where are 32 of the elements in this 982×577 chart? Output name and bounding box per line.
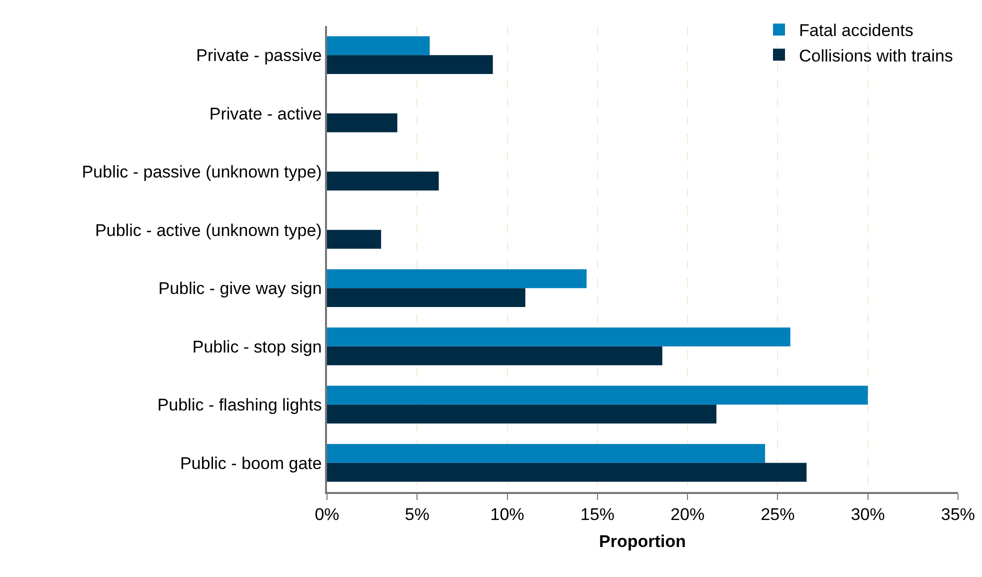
- bar: [327, 36, 430, 56]
- y-tick-label: Private - passive: [196, 46, 322, 66]
- y-tick-label: Public - give way sign: [158, 279, 322, 298]
- bar: [327, 113, 398, 132]
- legend-label: Fatal accidents: [799, 21, 914, 40]
- x-tick-label: 35%: [940, 505, 976, 524]
- bar: [327, 55, 493, 74]
- bar: [327, 462, 807, 482]
- bar: [327, 172, 439, 191]
- x-axis-title: Proportion: [599, 532, 686, 552]
- bar: [327, 230, 382, 249]
- legend-label: Collisions with trains: [799, 46, 953, 66]
- bar: [327, 346, 662, 366]
- x-tick-label: 15%: [580, 505, 614, 524]
- x-tick-label: 0%: [314, 505, 340, 524]
- y-tick-label: Public - stop sign: [192, 337, 322, 356]
- x-tick-label: 25%: [760, 505, 795, 524]
- bar: [327, 269, 587, 288]
- x-tick-label: 20%: [670, 505, 705, 524]
- bar: [327, 404, 716, 424]
- x-tick-label: 10%: [490, 505, 524, 524]
- bar: [327, 386, 868, 405]
- y-tick-label: Public - boom gate: [180, 454, 322, 473]
- x-tick-label: 30%: [850, 505, 885, 524]
- y-tick-label: Private - active: [209, 104, 322, 124]
- bar: [327, 288, 526, 308]
- bar: [327, 327, 790, 346]
- x-tick-label: 5%: [404, 505, 430, 524]
- y-tick-label: Public - passive (unknown type): [82, 162, 322, 182]
- bar: [327, 444, 766, 463]
- y-tick-label: Public - active (unknown type): [95, 220, 322, 240]
- y-tick-label: Public - flashing lights: [157, 396, 322, 415]
